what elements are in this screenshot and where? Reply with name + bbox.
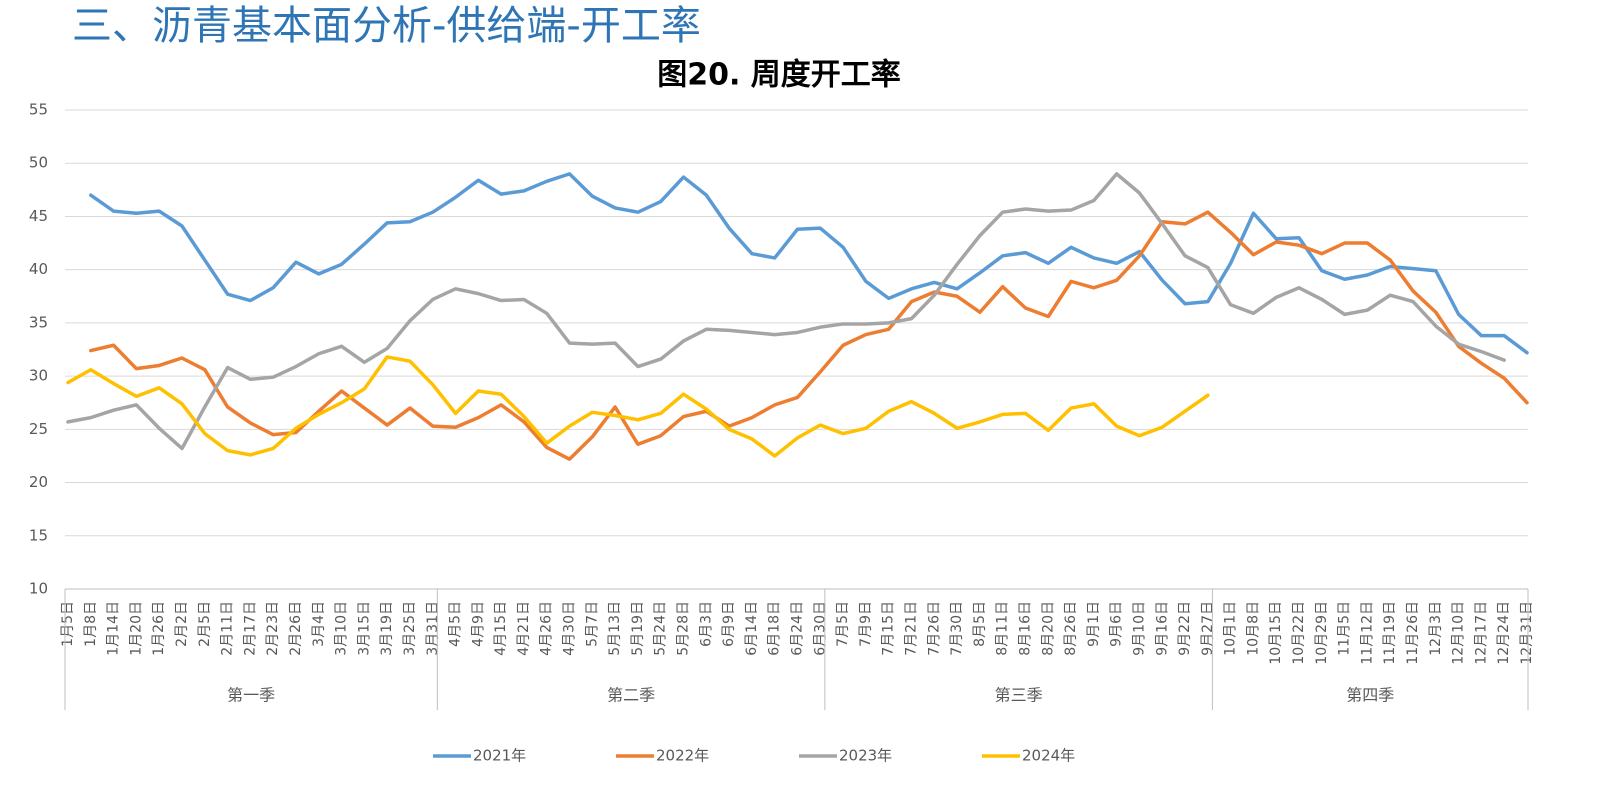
- x-tick-label: 1月5日: [60, 601, 76, 647]
- series-line: [66, 355, 1210, 458]
- x-tick-label: 10月8日: [1245, 601, 1261, 656]
- x-tick-label: 9月22日: [1177, 601, 1193, 656]
- y-tick-label: 15: [29, 526, 48, 544]
- x-tick-label: 6月3日: [698, 601, 714, 647]
- legend-label: 2023年: [839, 747, 892, 765]
- x-tick-label: 2月11日: [220, 601, 236, 656]
- x-tick-label: 7月15日: [881, 601, 897, 656]
- series-line: [89, 210, 1529, 461]
- x-tick-label: 5月13日: [607, 601, 623, 656]
- x-tick-label: 10月29日: [1314, 601, 1330, 665]
- group-label: 第二季: [607, 686, 655, 705]
- y-tick-label: 25: [29, 420, 48, 438]
- x-tick-label: 9月6日: [1109, 601, 1125, 647]
- x-tick-label: 4月30日: [562, 601, 578, 656]
- x-tick-label: 10月1日: [1223, 601, 1239, 656]
- x-tick-label: 6月9日: [721, 601, 737, 647]
- x-tick-label: 10月15日: [1268, 601, 1284, 665]
- x-tick-label: 1月14日: [106, 601, 122, 656]
- x-tick-label: 2月5日: [197, 601, 213, 647]
- x-tick-label: 8月5日: [972, 601, 988, 647]
- y-tick-label: 30: [29, 367, 48, 385]
- x-tick-label: 9月1日: [1086, 601, 1102, 647]
- series-line: [89, 172, 1529, 355]
- x-tick-label: 4月21日: [516, 601, 532, 656]
- x-tick-label: 5月19日: [630, 601, 646, 656]
- x-tick-label: 4月15日: [493, 601, 509, 656]
- x-tick-label: 3月4日: [311, 601, 327, 647]
- y-tick-label: 40: [29, 260, 48, 278]
- x-tick-label: 5月24日: [653, 601, 669, 656]
- x-tick-label: 12月24日: [1496, 601, 1512, 665]
- legend-label: 2022年: [656, 747, 709, 765]
- x-tick-label: 6月30日: [812, 601, 828, 656]
- x-tick-label: 8月16日: [1017, 601, 1033, 656]
- x-tick-label: 1月8日: [83, 601, 99, 647]
- x-tick-label: 10月22日: [1291, 601, 1307, 665]
- x-tick-label: 7月9日: [858, 601, 874, 647]
- x-tick-label: 3月25日: [402, 601, 418, 656]
- x-tick-label: 8月20日: [1040, 601, 1056, 656]
- y-tick-label: 35: [29, 313, 48, 331]
- x-tick-label: 8月11日: [995, 601, 1011, 656]
- x-tick-label: 12月31日: [1519, 601, 1535, 665]
- x-tick-label: 6月24日: [790, 601, 806, 656]
- page-header: 三、沥青基本面分析-供给端-开工率: [72, 3, 701, 49]
- x-tick-label: 4月9日: [470, 601, 486, 647]
- x-tick-label: 5月7日: [584, 601, 600, 647]
- x-tick-label: 3月31日: [425, 601, 441, 656]
- x-tick-label: 3月10日: [334, 601, 350, 656]
- x-tick-label: 1月26日: [151, 601, 167, 656]
- x-tick-label: 7月26日: [926, 601, 942, 656]
- x-tick-label: 2月23日: [265, 601, 281, 656]
- legend-label: 2024年: [1022, 747, 1075, 765]
- x-tick-label: 9月16日: [1154, 601, 1170, 656]
- x-tick-label: 1月20日: [128, 601, 144, 656]
- x-tick-label: 11月12日: [1359, 601, 1375, 665]
- x-tick-label: 11月19日: [1382, 601, 1398, 665]
- x-tick-label: 2月2日: [174, 601, 190, 647]
- x-tick-label: 8月26日: [1063, 601, 1079, 656]
- x-tick-label: 6月14日: [744, 601, 760, 656]
- group-label: 第三季: [995, 686, 1043, 705]
- x-tick-label: 3月15日: [356, 601, 372, 656]
- x-tick-label: 5月28日: [676, 601, 692, 656]
- x-tick-label: 7月30日: [949, 601, 965, 656]
- y-tick-label: 55: [29, 101, 48, 119]
- x-tick-label: 12月10日: [1451, 601, 1467, 665]
- y-tick-label: 45: [29, 207, 48, 225]
- x-tick-label: 9月10日: [1131, 601, 1147, 656]
- group-label: 第一季: [227, 686, 275, 705]
- x-tick-label: 7月21日: [903, 601, 919, 656]
- x-tick-label: 4月5日: [448, 601, 464, 647]
- x-tick-label: 6月18日: [767, 601, 783, 656]
- series-line: [66, 172, 1506, 451]
- x-tick-label: 7月5日: [835, 601, 851, 647]
- x-tick-label: 11月26日: [1405, 601, 1421, 665]
- chart-title: 图20. 周度开工率: [657, 58, 901, 93]
- x-tick-label: 2月17日: [242, 601, 258, 656]
- y-tick-label: 20: [29, 473, 48, 491]
- x-tick-label: 12月3日: [1428, 601, 1444, 656]
- x-tick-label: 9月27日: [1200, 601, 1216, 656]
- x-tick-label: 2月26日: [288, 601, 304, 656]
- group-label: 第四季: [1346, 686, 1394, 705]
- legend-label: 2021年: [473, 747, 526, 765]
- y-tick-label: 50: [29, 154, 48, 172]
- y-tick-label: 10: [29, 580, 48, 598]
- x-tick-label: 3月19日: [379, 601, 395, 656]
- x-tick-label: 12月17日: [1473, 601, 1489, 665]
- x-tick-label: 11月5日: [1337, 601, 1353, 656]
- x-tick-label: 4月26日: [539, 601, 555, 656]
